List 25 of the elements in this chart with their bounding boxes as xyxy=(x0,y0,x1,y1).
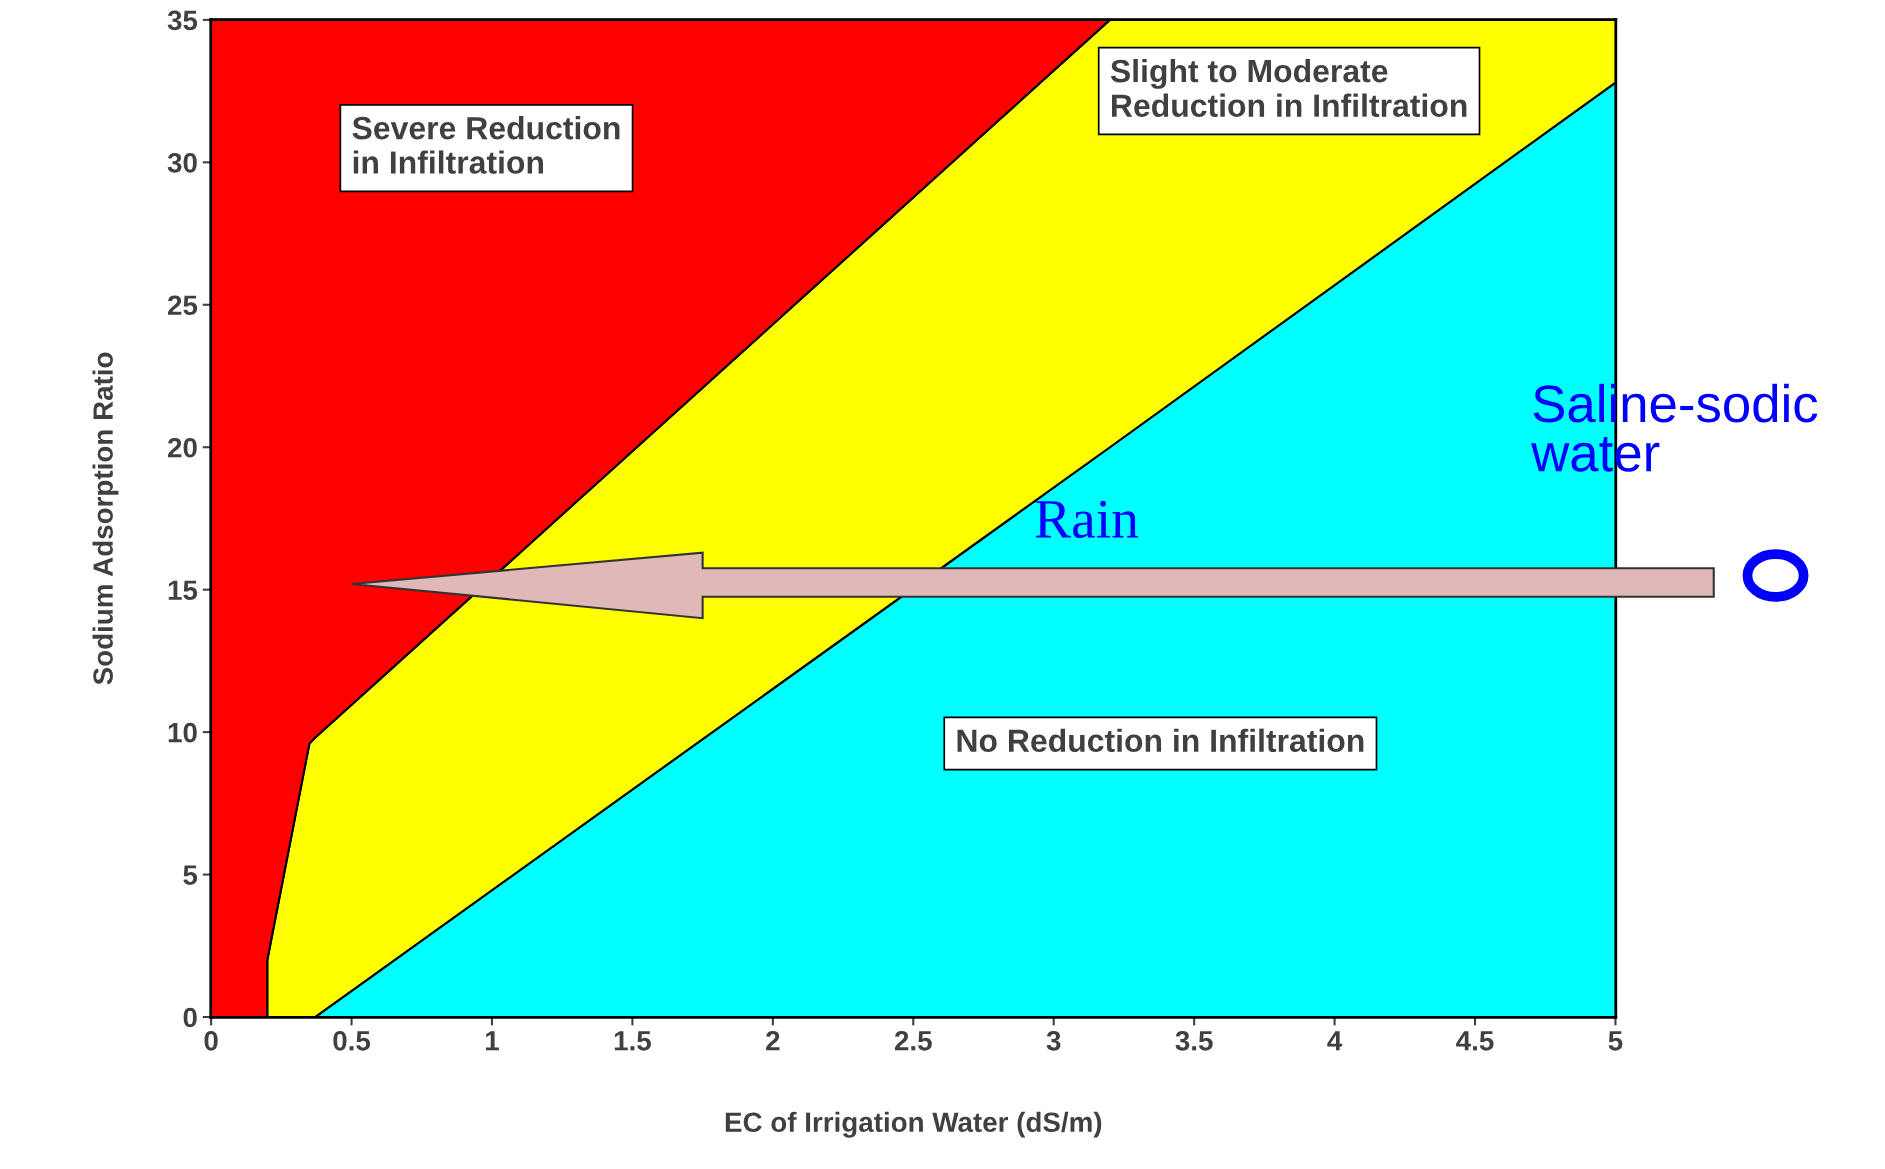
x-tick-label: 2 xyxy=(766,1030,780,1051)
x-tick-label: 4.5 xyxy=(1456,1031,1494,1051)
x-axis-title: EC of Irrigation Water (dS/m) xyxy=(725,1111,1102,1138)
x-tick-label: 1.5 xyxy=(614,1031,651,1051)
y-tick-label: 0 xyxy=(183,1007,197,1028)
x-tick-label: 1 xyxy=(486,1031,499,1051)
y-tick-label: 25 xyxy=(168,295,198,316)
series-label: Slight to Moderate Reduction in Infiltration xyxy=(1110,58,1467,117)
series-label: No Reduction in Infiltration xyxy=(957,728,1364,753)
y-tick-label: 20 xyxy=(168,437,197,458)
series-label: Severe Reduction in Infiltration xyxy=(352,115,620,174)
y-tick-label: 5 xyxy=(183,865,198,885)
y-tick-label: 10 xyxy=(168,722,197,743)
x-tick-label: 3.5 xyxy=(1175,1030,1213,1051)
x-tick-label: 3 xyxy=(1046,1030,1061,1051)
y-axis-title: Sodium Adsorption Ratio xyxy=(92,352,119,685)
x-tick-label: 0.5 xyxy=(333,1030,371,1051)
x-tick-label: 2.5 xyxy=(894,1030,932,1051)
annotation: Rain xyxy=(1035,500,1139,539)
x-tick-label: 4 xyxy=(1327,1031,1343,1051)
y-tick-label: 30 xyxy=(167,152,197,173)
x-tick-label: 0 xyxy=(204,1030,218,1051)
y-tick-label: 15 xyxy=(168,580,198,601)
x-tick-label: 5 xyxy=(1608,1031,1623,1051)
y-tick-label: 35 xyxy=(167,10,198,31)
